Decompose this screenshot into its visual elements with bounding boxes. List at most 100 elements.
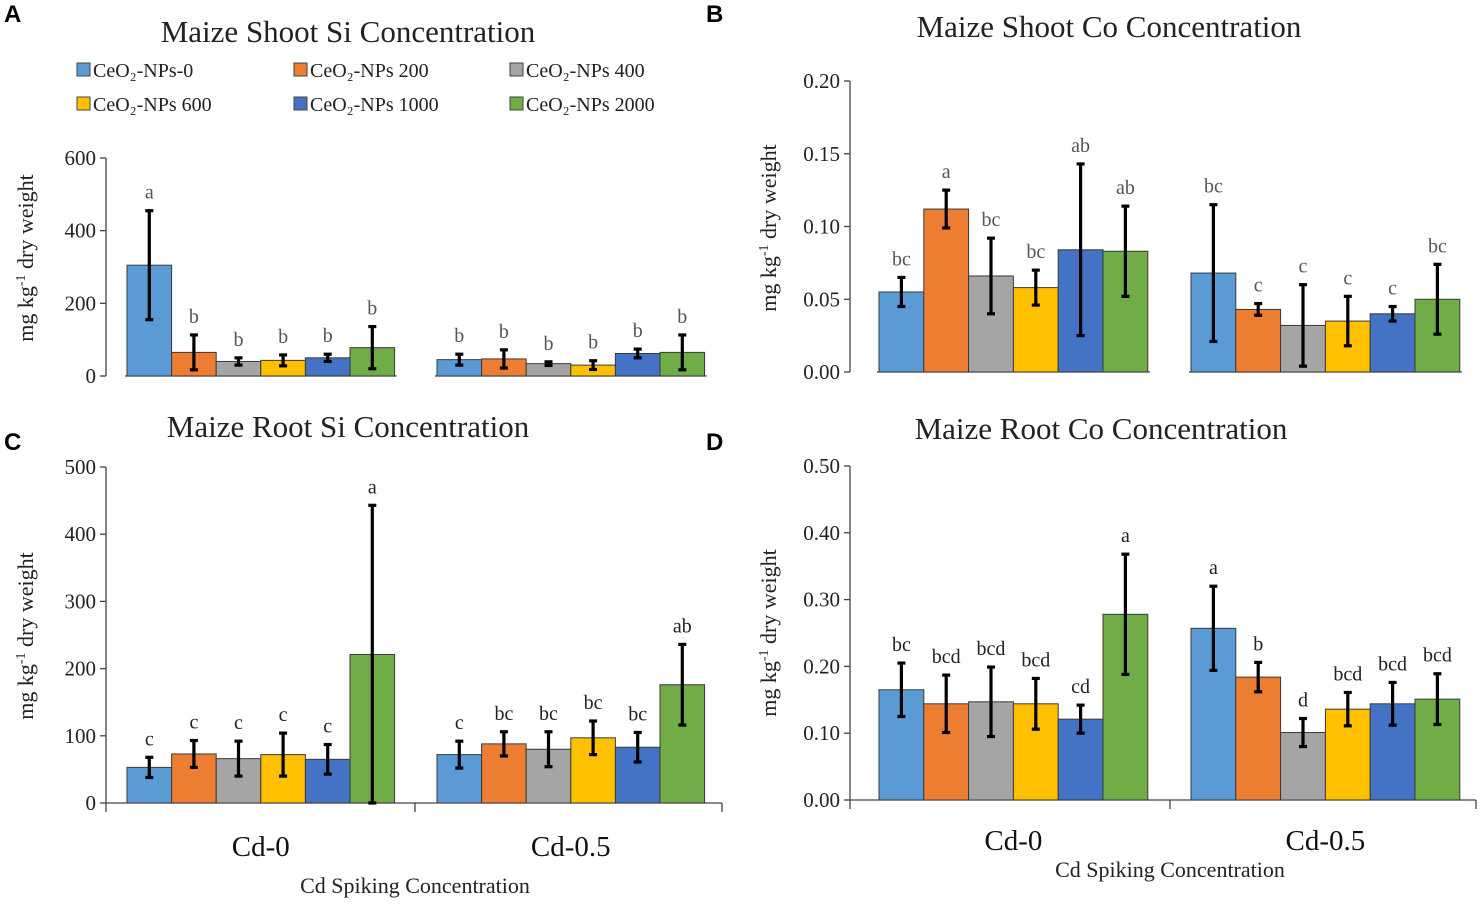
significance-letter: b — [544, 333, 554, 355]
y-tick-label: 0.20 — [803, 69, 840, 93]
y-tick-label: 0.10 — [803, 721, 840, 745]
category-label: Cd-0 — [984, 825, 1042, 857]
significance-letter: c — [234, 712, 243, 734]
title-panel-b: Maize Shoot Co Concentration — [917, 9, 1302, 44]
significance-letter: c — [189, 712, 198, 734]
legend-swatch-3 — [76, 96, 91, 111]
significance-letter: bc — [628, 703, 647, 725]
legend-swatch-5 — [509, 96, 524, 111]
y-tick-label: 0 — [86, 791, 97, 815]
panel-letter-c: C — [4, 429, 21, 456]
significance-letter: b — [454, 325, 464, 347]
y-tick-label: 0.50 — [803, 454, 840, 478]
title-panel-c: Maize Root Si Concentration — [167, 409, 530, 444]
significance-letter: b — [189, 306, 199, 328]
xlabel-panel-c: Cd Spiking Concentration — [300, 873, 530, 898]
significance-letter: a — [145, 182, 154, 204]
y-tick-label: 400 — [65, 219, 97, 243]
bar-d-1-2 — [1280, 732, 1326, 801]
significance-letter: bcd — [1378, 653, 1407, 675]
y-tick-label: 0.30 — [803, 588, 840, 612]
significance-letter: c — [1254, 275, 1263, 297]
y-tick-label: 400 — [65, 522, 97, 546]
significance-letter: bc — [892, 634, 911, 656]
significance-letter: b — [278, 326, 288, 348]
significance-letter: c — [323, 716, 332, 738]
significance-letter: b — [323, 325, 333, 347]
significance-letter: c — [1388, 278, 1397, 300]
y-tick-label: 0.00 — [803, 360, 840, 384]
significance-letter: bcd — [1333, 663, 1362, 685]
y-tick-label: 0.10 — [803, 215, 840, 239]
significance-letter: bc — [539, 703, 558, 725]
significance-letter: b — [1253, 633, 1263, 655]
significance-letter: bcd — [1423, 645, 1452, 667]
significance-letter: c — [455, 712, 464, 734]
significance-letter: bcd — [1021, 649, 1050, 671]
significance-letter: c — [1299, 256, 1308, 278]
ylabel-panel-a: mg kg-1 dry weight — [13, 174, 38, 342]
plot-panel-c: 0 100 200 300 400 500 c c c bc c bc c bc c bc a ab Cd-0 Cd-… — [65, 455, 723, 863]
y-tick-label: 0.20 — [803, 654, 840, 678]
significance-letter: bc — [1204, 176, 1223, 198]
bar-d-1-1 — [1235, 676, 1282, 801]
significance-letter: bc — [982, 209, 1001, 231]
y-tick-label: 0.15 — [803, 142, 840, 166]
xlabel-panel-d: Cd Spiking Concentration — [1055, 857, 1285, 882]
significance-letter: cd — [1071, 676, 1090, 698]
legend-label-3: CeO₂-NPs 600 — [93, 94, 212, 116]
significance-letter: c — [1343, 267, 1352, 289]
y-tick-label: 500 — [65, 455, 97, 479]
y-tick-label: 200 — [65, 291, 97, 315]
category-label: Cd-0.5 — [1286, 825, 1366, 857]
legend-swatch-4 — [293, 96, 308, 111]
legend-label-5: CeO₂-NPs 2000 — [526, 94, 655, 116]
legend-swatch-1 — [293, 62, 308, 77]
plot-panel-b: 0.00 0.05 0.10 0.15 0.20 bc bc a c bc c bc c ab c ab bc — [803, 69, 1462, 384]
significance-letter: ab — [1116, 177, 1135, 199]
bar-b-0-1 — [923, 208, 970, 373]
legend-label-4: CeO₂-NPs 1000 — [310, 94, 439, 116]
category-label: Cd-0 — [232, 831, 290, 863]
y-tick-label: 600 — [65, 146, 97, 170]
y-tick-label: 0.00 — [803, 788, 840, 812]
significance-letter: bc — [892, 248, 911, 270]
significance-letter: b — [499, 321, 509, 343]
significance-letter: a — [1121, 525, 1130, 547]
category-label: Cd-0.5 — [531, 831, 611, 863]
significance-letter: c — [145, 728, 154, 750]
legend-label-0: CeO₂-NPs-0 — [93, 60, 193, 82]
significance-letter: b — [633, 320, 643, 342]
significance-letter: b — [588, 332, 598, 354]
y-tick-label: 0.40 — [803, 521, 840, 545]
y-tick-label: 100 — [65, 724, 97, 748]
significance-letter: ab — [673, 615, 692, 637]
y-tick-label: 300 — [65, 589, 97, 613]
significance-letter: a — [1209, 557, 1218, 579]
significance-letter: ab — [1071, 135, 1090, 157]
significance-letter: bc — [494, 703, 513, 725]
title-panel-d: Maize Root Co Concentration — [915, 411, 1288, 446]
significance-letter: b — [234, 329, 244, 351]
bar-b-1-1 — [1235, 308, 1282, 373]
significance-letter: bcd — [932, 646, 961, 668]
legend-label-1: CeO₂-NPs 200 — [310, 60, 429, 82]
significance-letter: b — [677, 306, 687, 328]
significance-letter: d — [1298, 690, 1308, 712]
significance-letter: b — [367, 298, 377, 320]
panel-letter-b: B — [706, 1, 723, 28]
y-tick-label: 0 — [86, 364, 97, 388]
significance-letter: bc — [1428, 235, 1447, 257]
legend-swatch-0 — [76, 62, 91, 77]
significance-letter: a — [368, 476, 377, 498]
significance-letter: bc — [584, 692, 603, 714]
ylabel-panel-d: mg kg-1 dry weight — [756, 549, 781, 717]
plot-panel-a: 0 200 400 600 a b b b b b b b b b b b — [65, 146, 707, 388]
significance-letter: bcd — [977, 638, 1006, 660]
legend: CeO₂-NPs-0 CeO₂-NPs 200 CeO₂-NPs 400 CeO… — [76, 60, 655, 116]
significance-letter: a — [942, 161, 951, 183]
title-panel-a: Maize Shoot Si Concentration — [161, 14, 536, 49]
y-tick-label: 200 — [65, 657, 97, 681]
significance-letter: c — [279, 704, 288, 726]
